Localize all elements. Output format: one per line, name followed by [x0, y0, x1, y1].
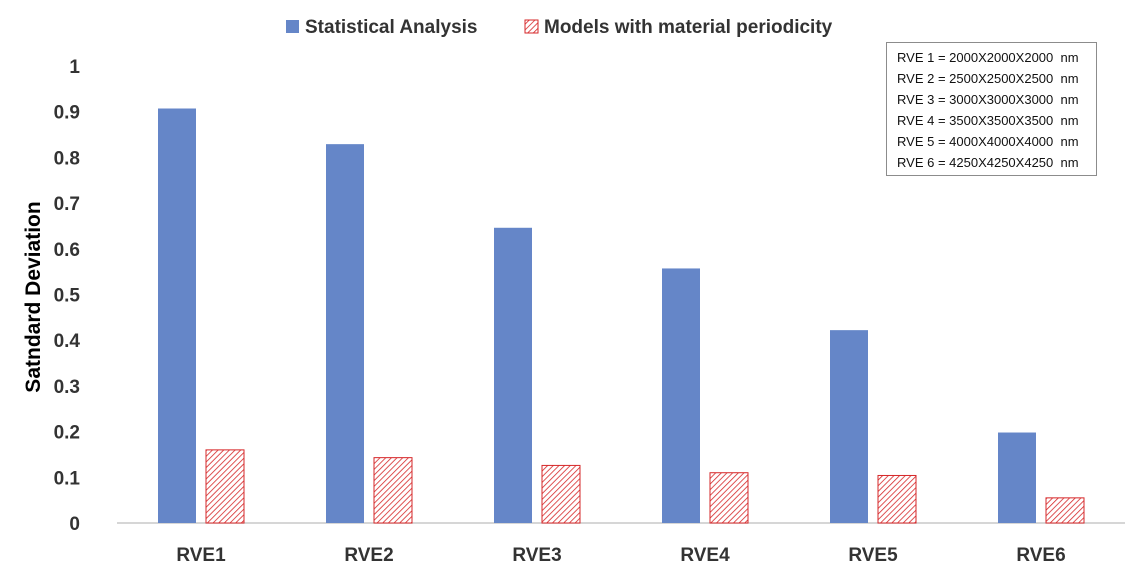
x-category-label: RVE6 — [1016, 545, 1065, 566]
legend-label-statistical-analysis: Statistical Analysis — [305, 17, 477, 38]
y-tick-label: 0.4 — [54, 331, 81, 352]
y-tick-label: 0.5 — [54, 286, 81, 307]
rve-size-line: RVE 2 = 2500X2500X2500 nm — [897, 71, 1079, 86]
bar-material-periodicity-rve6 — [1045, 497, 1085, 524]
bar-material-periodicity-rve1 — [205, 449, 245, 524]
legend-swatch-models-with-material-periodicity — [524, 19, 539, 34]
bars — [158, 108, 1085, 524]
bar-material-periodicity-rve3 — [541, 464, 581, 524]
rve-size-line: RVE 4 = 3500X3500X3500 nm — [897, 113, 1079, 128]
y-tick-label: 1 — [69, 57, 80, 78]
x-category-labels: RVE1 RVE2 RVE3 RVE4 RVE5 RVE6 — [176, 545, 1065, 566]
bar-statistical-analysis-rve2 — [326, 144, 364, 523]
bar-statistical-analysis-rve5 — [830, 330, 868, 523]
y-tick-label: 0.9 — [54, 103, 80, 124]
y-tick-label: 0.3 — [54, 377, 80, 398]
bar-statistical-analysis-rve1 — [158, 108, 196, 523]
x-category-label: RVE5 — [848, 545, 898, 566]
bar-statistical-analysis-rve6 — [998, 432, 1036, 523]
rve-size-line: RVE 6 = 4250X4250X4250 nm — [897, 155, 1079, 170]
y-tick-label: 0.7 — [54, 194, 80, 215]
x-category-label: RVE1 — [176, 545, 226, 566]
y-tick-label: 0.1 — [54, 468, 81, 489]
bar-statistical-analysis-rve4 — [662, 268, 700, 523]
rve-size-line: RVE 5 = 4000X4000X4000 nm — [897, 134, 1079, 149]
bar-material-periodicity-rve4 — [709, 472, 749, 524]
y-tick-label: 0 — [69, 514, 80, 535]
legend-swatch-statistical-analysis — [286, 20, 299, 33]
rve-size-line: RVE 3 = 3000X3000X3000 nm — [897, 92, 1079, 107]
legend: Statistical Analysis Models with materia… — [286, 17, 833, 38]
y-tick-labels: 0 0.1 0.2 0.3 0.4 0.5 0.6 0.7 0.8 0.9 1 — [54, 57, 81, 535]
legend-label-models-with-material-periodicity: Models with material periodicity — [544, 17, 833, 38]
rve-size-note: RVE 1 = 2000X2000X2000 nm RVE 2 = 2500X2… — [886, 42, 1097, 176]
bar-material-periodicity-rve5 — [877, 474, 917, 524]
x-category-label: RVE3 — [512, 545, 561, 566]
y-tick-label: 0.6 — [54, 240, 80, 261]
x-category-label: RVE2 — [344, 545, 393, 566]
y-tick-label: 0.8 — [54, 148, 80, 169]
bar-statistical-analysis-rve3 — [494, 227, 532, 523]
x-category-label: RVE4 — [680, 545, 730, 566]
bar-material-periodicity-rve2 — [373, 457, 413, 524]
rve-size-line: RVE 1 = 2000X2000X2000 nm — [897, 50, 1079, 65]
y-tick-label: 0.2 — [54, 423, 80, 444]
y-axis-title: Satndard Deviation — [22, 201, 45, 392]
